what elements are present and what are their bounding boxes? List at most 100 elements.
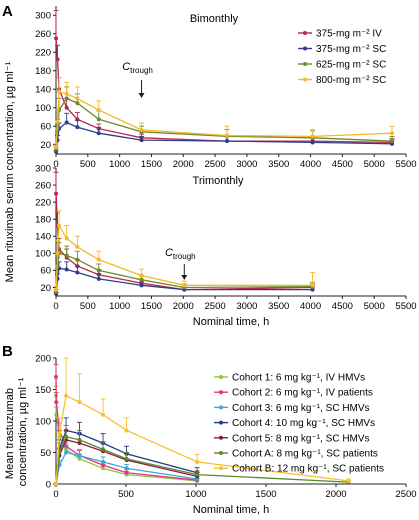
x-tick-label: 500 [80, 301, 96, 312]
x-tick-label: 1000 [109, 159, 130, 170]
x-tick-label: 4000 [300, 159, 321, 170]
data-point [64, 253, 69, 258]
data-point [139, 277, 144, 282]
data-point [96, 276, 101, 281]
data-point [77, 437, 82, 442]
data-point [57, 223, 62, 228]
data-point [101, 463, 106, 468]
data-point [139, 283, 144, 288]
y-tick-label: 100 [35, 103, 51, 114]
data-point [64, 267, 69, 272]
data-point [310, 283, 315, 288]
data-point [54, 191, 59, 196]
x-tick-label: 3500 [268, 301, 289, 312]
data-point [54, 482, 58, 486]
legend-marker [219, 420, 223, 425]
chart-title: Bimonthly [190, 13, 239, 25]
chart-title: Trimonthly [193, 175, 244, 187]
data-point [54, 36, 59, 41]
x-tick-label: 5500 [395, 301, 416, 312]
data-point [64, 434, 69, 439]
data-point [124, 456, 129, 461]
x-tick-label: 500 [80, 159, 96, 170]
legend-marker [303, 46, 307, 51]
legend-marker [219, 375, 223, 379]
ctrough-subscript: trough [130, 66, 153, 75]
panel-b-y-axis-label-line1: Mean trastuzumab [4, 388, 16, 479]
x-tick-label: 3000 [236, 159, 257, 170]
data-point [75, 257, 80, 262]
series-line [55, 436, 349, 485]
legend-label: Cohort 4: 10 mg kg⁻¹, SC HMVs [232, 418, 375, 429]
ctrough-arrow-head [181, 275, 188, 280]
legend-label: Cohort 2: 6 mg kg⁻¹, IV patients [232, 388, 373, 399]
series-3 [53, 210, 316, 292]
data-point [390, 131, 394, 136]
data-point [77, 441, 82, 446]
y-tick-label: 140 [35, 232, 51, 243]
legend-label: Cohort 1: 6 mg kg⁻¹, IV HMVs [232, 373, 365, 384]
data-point [139, 273, 144, 278]
series-line [55, 90, 393, 148]
x-tick-label: 2500 [395, 489, 416, 500]
data-point [101, 466, 106, 471]
x-tick-label: 1000 [109, 301, 130, 312]
data-point [54, 400, 59, 405]
y-tick-label: 60 [40, 122, 51, 133]
legend-marker [219, 466, 223, 471]
data-point [54, 145, 59, 150]
x-tick-label: 1500 [141, 159, 162, 170]
panel-label-a: A [2, 3, 13, 20]
data-point [390, 139, 394, 144]
x-tick-label: 2000 [325, 489, 346, 500]
y-tick-label: 100 [35, 416, 51, 427]
y-tick-label: 180 [35, 215, 51, 226]
y-tick-label: 20 [40, 140, 51, 151]
data-point [195, 459, 200, 464]
data-point [75, 244, 80, 249]
x-tick-label: 5000 [364, 159, 385, 170]
data-point [225, 139, 230, 144]
y-tick-label: 20 [40, 283, 51, 294]
data-point [195, 472, 200, 477]
series-line [55, 376, 198, 481]
series-line [55, 97, 393, 150]
x-tick-label: 4500 [332, 159, 353, 170]
x-tick-label: 2000 [173, 301, 194, 312]
legend-label: 375-mg m⁻² SC [316, 44, 386, 55]
x-tick-label: 2500 [205, 301, 226, 312]
data-point [390, 141, 394, 146]
data-point [75, 270, 80, 275]
legend-marker [219, 405, 223, 410]
legend-label: Cohort 3: 6 mg kg⁻¹, SC HMVs [232, 403, 370, 414]
legend: Cohort 1: 6 mg kg⁻¹, IV HMVs Cohort 2: 6 … [214, 373, 384, 475]
legend-label: Cohort B: 12 mg kg⁻¹, SC patients [232, 464, 384, 475]
y-tick-label: 220 [35, 48, 51, 59]
data-point [101, 459, 106, 464]
data-point [55, 251, 60, 256]
x-tick-label: 3000 [236, 301, 257, 312]
data-point [64, 96, 69, 101]
y-tick-label: 140 [35, 85, 51, 96]
panel-b-y-axis-label: Mean trastuzumab concentration, µg ml⁻¹ [4, 377, 29, 486]
panel-label-b: B [2, 343, 13, 360]
x-tick-label: 1000 [185, 489, 206, 500]
data-point [77, 456, 82, 461]
legend-marker [303, 31, 307, 35]
legend-label: Cohort 5: 8 mg kg⁻¹, SC HMVs [232, 433, 370, 444]
ctrough-label: Ctrough [122, 61, 153, 75]
data-point [96, 268, 101, 273]
data-point [57, 89, 62, 94]
y-tick-label: 200 [35, 353, 51, 364]
ctrough-arrow-head [138, 93, 145, 98]
legend-marker [219, 435, 223, 440]
panel-b-y-axis-label-line2: concentration, µg ml⁻¹ [17, 377, 29, 486]
ctrough-annotation: Ctrough [122, 61, 153, 98]
data-point [77, 400, 82, 405]
x-tick-label: 2500 [205, 159, 226, 170]
y-tick-label: 300 [35, 11, 51, 22]
data-point [75, 101, 80, 106]
x-tick-label: 0 [53, 159, 58, 170]
